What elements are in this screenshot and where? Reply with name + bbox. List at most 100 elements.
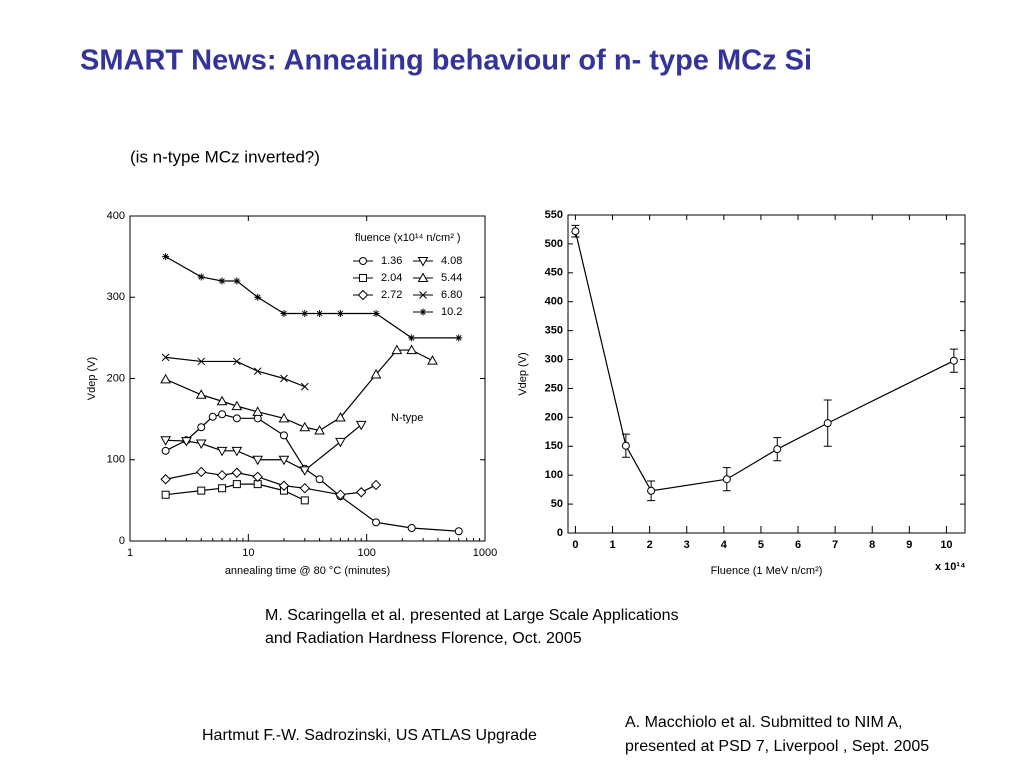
x-tick-label: 1 xyxy=(609,539,615,551)
series-line xyxy=(165,356,306,388)
marker xyxy=(216,395,228,406)
citation: presented at PSD 7, Liverpool , Sept. 20… xyxy=(625,738,929,755)
x-tick-label: 6 xyxy=(795,539,801,551)
marker xyxy=(231,446,243,457)
marker xyxy=(252,455,264,466)
marker xyxy=(252,471,263,483)
series-line xyxy=(165,424,362,472)
marker xyxy=(315,475,324,484)
citation-box xyxy=(615,708,1024,768)
legend-label: 4.08 xyxy=(441,255,462,267)
marker xyxy=(949,356,958,365)
y-tick-label: 200 xyxy=(545,411,563,423)
legend-label: 2.04 xyxy=(381,272,402,284)
marker xyxy=(823,419,832,428)
marker xyxy=(208,412,217,421)
legend-marker xyxy=(357,289,369,301)
marker xyxy=(391,344,403,355)
marker xyxy=(278,455,290,466)
marker xyxy=(197,273,205,281)
marker xyxy=(195,389,207,399)
legend-marker xyxy=(417,257,429,267)
marker xyxy=(314,424,325,435)
marker xyxy=(231,467,243,478)
y-tick-label: 400 xyxy=(545,296,563,308)
marker xyxy=(372,310,380,317)
marker xyxy=(356,487,367,498)
marker xyxy=(161,490,170,499)
x-tick-label: 10 xyxy=(242,547,254,559)
legend-marker xyxy=(419,291,427,299)
y-tick-label: 0 xyxy=(119,535,125,547)
y-tick-label: 400 xyxy=(107,210,125,222)
marker xyxy=(161,353,170,362)
x-tick-label: 3 xyxy=(684,539,690,551)
marker xyxy=(278,412,290,423)
subtitle: (is n-type MCz inverted?) xyxy=(130,147,320,166)
marker xyxy=(218,410,227,419)
y-tick-label: 350 xyxy=(545,325,563,337)
legend-title: fluence (x10¹⁴ n/cm² ) xyxy=(355,232,461,244)
marker xyxy=(160,474,171,485)
legend-marker xyxy=(419,308,427,316)
legend-label: 10.2 xyxy=(441,306,462,318)
marker xyxy=(621,441,630,450)
marker xyxy=(253,414,262,423)
x-multiplier: x 10¹⁴ xyxy=(935,561,966,573)
y-tick-label: 300 xyxy=(107,291,125,303)
marker xyxy=(300,496,309,505)
series-line xyxy=(165,471,377,496)
marker xyxy=(279,431,288,440)
marker xyxy=(335,437,346,448)
y-tick-label: 100 xyxy=(545,469,563,481)
marker xyxy=(372,518,381,527)
marker xyxy=(408,334,416,342)
marker xyxy=(427,355,438,365)
marker xyxy=(278,480,290,491)
footer: Hartmut F.-W. Sadrozinski, US ATLAS Upgr… xyxy=(202,727,537,744)
marker xyxy=(336,310,344,317)
y-tick-label: 500 xyxy=(545,238,563,250)
marker xyxy=(252,406,264,416)
x-axis-label: Fluence (1 MeV n/cm²) xyxy=(711,565,823,577)
x-tick-label: 5 xyxy=(758,539,764,551)
x-tick-label: 100 xyxy=(357,547,375,559)
y-tick-label: 100 xyxy=(107,454,125,466)
legend-label: 5.44 xyxy=(441,272,462,284)
marker xyxy=(216,469,228,481)
marker xyxy=(299,421,311,432)
chart: 0 100 200 300 400 1 10 100 1000 annealing time @ … xyxy=(86,210,497,577)
x-tick-label: 1000 xyxy=(473,547,497,559)
y-tick-label: 300 xyxy=(545,353,563,365)
marker xyxy=(233,277,241,285)
marker xyxy=(722,475,731,484)
chart: 0 50 100 150 200 250 300 350 400 450 500 550 0 1 2 3 4 5 6… xyxy=(517,209,966,577)
y-tick-label: 0 xyxy=(557,527,563,539)
x-axis-label: annealing time @ 80 °C (minutes) xyxy=(225,565,390,577)
legend-label: 1.36 xyxy=(381,255,402,267)
y-tick-label: 550 xyxy=(545,209,563,221)
marker xyxy=(647,486,656,495)
marker xyxy=(160,373,171,384)
citation: M. Scaringella et al. presented at Large… xyxy=(265,607,679,624)
marker xyxy=(218,277,226,285)
marker xyxy=(231,400,243,411)
marker xyxy=(299,466,311,476)
marker xyxy=(406,344,418,355)
marker xyxy=(197,423,206,432)
marker xyxy=(300,382,309,391)
marker xyxy=(218,484,227,493)
marker xyxy=(161,446,170,455)
marker xyxy=(233,357,241,366)
marker xyxy=(216,446,228,457)
marker xyxy=(571,227,580,236)
x-tick-label: 4 xyxy=(721,539,728,551)
x-tick-label: 7 xyxy=(832,539,838,551)
marker xyxy=(197,357,206,366)
marker xyxy=(370,368,382,379)
marker xyxy=(232,480,241,489)
x-tick-label: 8 xyxy=(869,539,875,551)
marker xyxy=(335,411,346,422)
marker xyxy=(407,524,416,532)
series-line xyxy=(574,231,955,492)
